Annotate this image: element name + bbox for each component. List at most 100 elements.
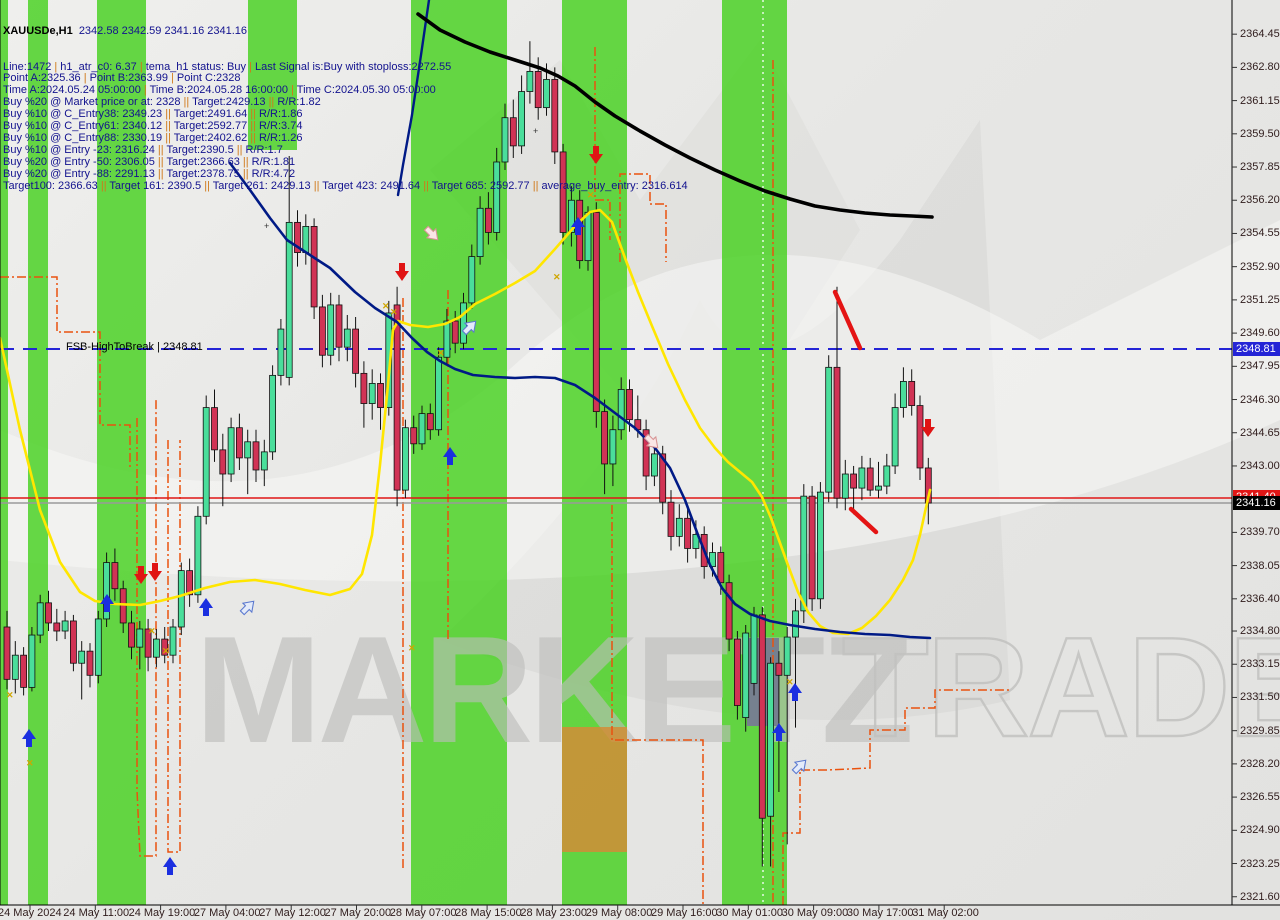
- signal-line-7: Buy %10 @ Entry -23: 2316.24 || Target:2…: [3, 143, 283, 156]
- price-axis-label: 2328.20: [1240, 757, 1280, 770]
- signal-line-1: Point A:2325.36 | Point B:2363.99 | Poin…: [3, 72, 241, 85]
- candle-33: [277, 319, 285, 386]
- candle-body-bull: [651, 453, 658, 477]
- candle-22: [186, 558, 194, 607]
- candle-80: [667, 490, 675, 551]
- candle-body-bull: [443, 320, 451, 358]
- price-axis-label: 2331.50: [1240, 691, 1280, 704]
- candle-body-bear: [592, 211, 600, 413]
- candle-body-bear: [559, 151, 567, 233]
- time-axis-label: 24 May 19:00: [128, 907, 196, 919]
- fractal-star-icon-0: ✕: [6, 690, 14, 700]
- candle-46: [385, 300, 393, 416]
- candle-body-bear: [20, 654, 28, 688]
- ma-navy: [228, 161, 932, 640]
- candle-body-bear: [70, 620, 77, 664]
- candle-body-bear: [667, 501, 675, 537]
- candle-body-bull: [136, 628, 144, 648]
- candle-body-bear: [684, 517, 691, 549]
- price-axis-label: 2339.70: [1240, 526, 1280, 539]
- candle-body-bull: [94, 618, 102, 676]
- candle-body-bear: [534, 71, 542, 109]
- signal-line-0: Line:1472 | h1_atr_c0: 6.37 | tema_h1 st…: [3, 60, 452, 73]
- candle-87: [725, 574, 733, 652]
- candle-body-bull: [568, 199, 575, 233]
- candle-105: [875, 461, 882, 499]
- time-axis-label: 27 May 20:00: [324, 907, 392, 919]
- price-axis-label: 2357.85: [1240, 161, 1280, 174]
- candle-body-bull: [526, 71, 534, 92]
- candle-2: [20, 647, 28, 696]
- candle-10: [86, 643, 94, 688]
- candle-body-bear: [235, 427, 243, 459]
- price-axis-label: 2324.90: [1240, 824, 1280, 837]
- red-hollow-arrow-icon-3: [423, 225, 439, 241]
- candle-36: [302, 214, 310, 265]
- blue-hollow-arrow-icon-0: [239, 600, 255, 616]
- price-axis-label: 2338.05: [1240, 559, 1280, 572]
- candle-body-bull: [277, 328, 285, 376]
- candle-body-bull: [177, 570, 185, 628]
- time-axis-label: 24 May 2024: [0, 907, 62, 919]
- price-axis-label: 2346.30: [1240, 393, 1280, 406]
- time-axis-label: 28 May 15:00: [455, 907, 522, 919]
- buy-arrow-icon-5: [772, 723, 786, 741]
- candle-110: [916, 395, 924, 481]
- price-axis-label: 2334.80: [1240, 625, 1280, 638]
- price-axis-label: 2362.80: [1240, 61, 1280, 74]
- candle-50: [418, 405, 426, 450]
- candle-body-bear: [161, 638, 169, 656]
- candle-body-bear: [642, 429, 650, 477]
- indicator-info-block: XAUUSDe,H1 2342.58 2342.59 2341.16 2341.…: [3, 2, 688, 204]
- candle-44: [368, 369, 376, 420]
- price-axis-label: 2361.15: [1240, 94, 1280, 107]
- candle-95: [792, 598, 799, 728]
- ma-black-h4: [416, 12, 934, 219]
- price-axis-label: 2321.60: [1240, 890, 1280, 903]
- candle-7: [61, 610, 69, 640]
- fractal-star-icon-8: ✕: [553, 272, 561, 282]
- blue-hollow-arrow-icon-2: [791, 759, 807, 775]
- candle-12: [103, 552, 110, 627]
- fractal-star-icon-6: ✕: [408, 643, 416, 653]
- candle-body-bear: [758, 614, 766, 819]
- candle-8: [70, 614, 77, 672]
- candle-104: [866, 457, 874, 497]
- candle-body-bull: [327, 304, 335, 356]
- candle-body-bull: [227, 427, 235, 475]
- fsb-high-to-break-label: FSB-HighToBreak | 2348.81: [66, 341, 203, 353]
- candle-body-bear: [850, 473, 857, 489]
- candle-103: [858, 455, 866, 501]
- candle-body-bear: [310, 226, 318, 308]
- candle-body-bear: [186, 570, 194, 596]
- candle-body-bear: [833, 366, 841, 499]
- price-axis-label: 2347.95: [1240, 360, 1280, 373]
- buy-arrow-icon-4: [571, 217, 585, 235]
- candle-56: [468, 244, 476, 309]
- candle-74: [617, 377, 625, 440]
- candle-body-bull: [260, 451, 268, 471]
- time-axis-label: 30 May 01:00: [716, 907, 783, 919]
- candle-9: [78, 641, 86, 700]
- buy-arrow-icon-2: [199, 598, 213, 616]
- fractal-star-icon-2: ✕: [148, 626, 156, 636]
- candle-61: [509, 99, 517, 158]
- tema-yellow: [0, 208, 932, 636]
- candle-body-bull: [285, 221, 293, 378]
- candle-63: [526, 41, 534, 104]
- fractal-star-icon-10: ✕: [786, 677, 794, 687]
- red-hollow-arrow-icon-4: [643, 433, 659, 449]
- candle-93: [775, 651, 783, 793]
- price-axis-label: 2326.55: [1240, 791, 1280, 804]
- candle-body-bear: [717, 552, 725, 584]
- candle-body-bull: [476, 207, 484, 258]
- candle-body-bull: [858, 467, 866, 489]
- candle-body-bull: [302, 226, 310, 253]
- candle-31: [260, 439, 268, 487]
- candle-19: [161, 626, 169, 664]
- candle-body-bull: [825, 366, 833, 493]
- price-tag-last-price: 2341.16: [1233, 496, 1280, 510]
- signal-line-6: Buy %10 @ C_Entry88: 2330.19 || Target:2…: [3, 131, 303, 144]
- candle-body-bull: [152, 638, 160, 658]
